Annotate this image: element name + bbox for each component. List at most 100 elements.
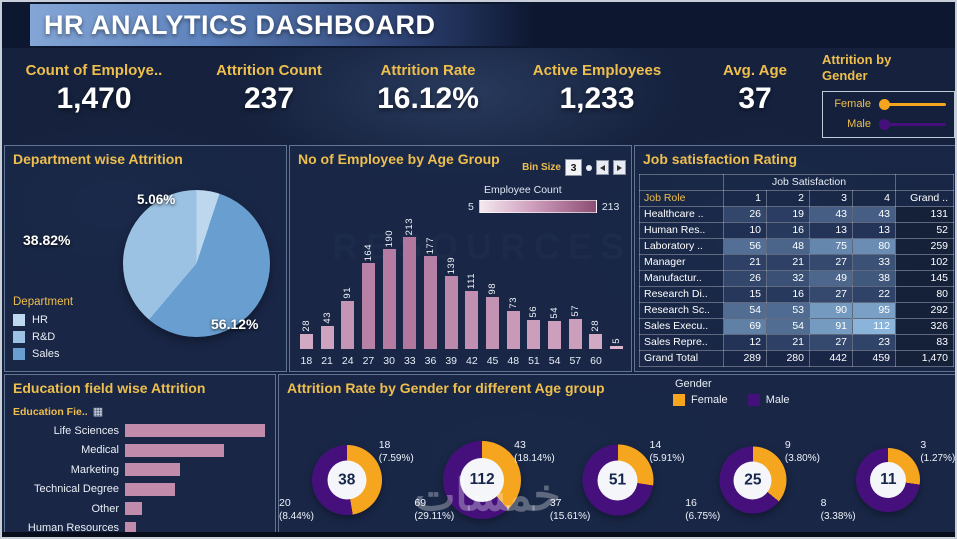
age-bar[interactable] <box>299 334 313 349</box>
age-bar[interactable] <box>527 320 541 349</box>
satisfaction-cell[interactable]: 33 <box>851 254 897 271</box>
satisfaction-cell[interactable]: 27 <box>809 334 853 351</box>
job-role-cell[interactable]: Manufactur.. <box>639 270 724 287</box>
legend-label-male[interactable]: Male <box>765 394 790 406</box>
age-bar[interactable] <box>423 256 437 349</box>
bin-size-input[interactable]: 3 <box>565 159 582 176</box>
column-header[interactable]: 2 <box>766 190 810 207</box>
column-header[interactable]: 4 <box>851 190 897 207</box>
legend-item-male[interactable]: Male <box>831 118 946 130</box>
row-grand-total-cell[interactable]: 102 <box>895 254 955 271</box>
satisfaction-cell[interactable]: 26 <box>723 270 767 287</box>
satisfaction-cell[interactable]: 26 <box>723 206 767 223</box>
job-role-cell[interactable]: Sales Execu.. <box>639 318 724 335</box>
row-grand-total-cell[interactable]: 292 <box>895 302 955 319</box>
satisfaction-cell[interactable]: 69 <box>723 318 767 335</box>
legend-item-female[interactable]: Female <box>831 98 946 110</box>
age-bar[interactable] <box>320 326 334 349</box>
bin-size-slider-dot[interactable] <box>586 164 592 171</box>
age-bar[interactable] <box>486 297 500 349</box>
column-header-job-role[interactable]: Job Role <box>639 190 724 207</box>
job-role-cell[interactable]: Sales Repre.. <box>639 334 724 351</box>
satisfaction-cell[interactable]: 23 <box>851 334 897 351</box>
age-bar[interactable] <box>341 301 355 349</box>
age-bar[interactable] <box>361 263 375 349</box>
satisfaction-cell[interactable]: 90 <box>809 302 853 319</box>
satisfaction-cell[interactable]: 49 <box>809 270 853 287</box>
satisfaction-cell[interactable]: 91 <box>809 318 853 335</box>
row-grand-total-cell[interactable]: 259 <box>895 238 955 255</box>
donut[interactable]: 112 <box>443 441 522 520</box>
row-grand-total-cell[interactable]: 80 <box>895 286 955 303</box>
education-bar[interactable] <box>125 502 142 516</box>
age-bar[interactable] <box>568 319 582 349</box>
donut[interactable]: 51 <box>582 444 654 516</box>
satisfaction-cell[interactable]: 21 <box>766 254 810 271</box>
legend-item-sales[interactable]: Sales <box>13 348 73 360</box>
row-grand-total-cell[interactable]: 131 <box>895 206 955 223</box>
satisfaction-cell[interactable]: 80 <box>851 238 897 255</box>
row-grand-total-cell[interactable]: 83 <box>895 334 955 351</box>
job-role-cell[interactable]: Research Di.. <box>639 286 724 303</box>
satisfaction-cell[interactable]: 43 <box>851 206 897 223</box>
satisfaction-cell[interactable]: 21 <box>766 334 810 351</box>
job-role-cell[interactable]: Research Sc.. <box>639 302 724 319</box>
job-role-cell[interactable]: Manager <box>639 254 724 271</box>
satisfaction-cell[interactable]: 10 <box>723 222 767 239</box>
legend-item-hr[interactable]: HR <box>13 314 73 326</box>
column-header-grand[interactable]: Grand .. <box>895 190 955 207</box>
satisfaction-cell[interactable]: 27 <box>809 254 853 271</box>
education-bar[interactable] <box>125 482 175 496</box>
education-bar[interactable] <box>125 521 136 535</box>
satisfaction-cell[interactable]: 22 <box>851 286 897 303</box>
satisfaction-cell[interactable]: 19 <box>766 206 810 223</box>
department-pie[interactable] <box>123 190 270 337</box>
satisfaction-cell[interactable]: 54 <box>766 318 810 335</box>
age-bar[interactable] <box>589 334 603 349</box>
satisfaction-cell[interactable]: 38 <box>851 270 897 287</box>
education-bar[interactable] <box>125 443 224 457</box>
sort-icon[interactable]: ▦ <box>92 406 104 418</box>
bin-decrement-button[interactable] <box>596 160 609 175</box>
satisfaction-cell[interactable]: 95 <box>851 302 897 319</box>
satisfaction-cell[interactable]: 15 <box>723 286 767 303</box>
row-grand-total-cell[interactable]: 145 <box>895 270 955 287</box>
donut[interactable]: 38 <box>311 445 382 516</box>
job-role-cell[interactable]: Laboratory .. <box>639 238 724 255</box>
bin-increment-button[interactable] <box>613 160 626 175</box>
donut[interactable]: 11 <box>856 448 921 513</box>
job-role-cell[interactable]: Human Res.. <box>639 222 724 239</box>
satisfaction-cell[interactable]: 27 <box>809 286 853 303</box>
column-header[interactable]: 1 <box>723 190 767 207</box>
satisfaction-cell[interactable]: 75 <box>809 238 853 255</box>
job-role-cell[interactable]: Healthcare .. <box>639 206 724 223</box>
satisfaction-cell[interactable]: 53 <box>766 302 810 319</box>
satisfaction-cell[interactable]: 48 <box>766 238 810 255</box>
education-bar[interactable] <box>125 463 180 477</box>
age-bar[interactable] <box>382 249 396 349</box>
satisfaction-cell[interactable]: 32 <box>766 270 810 287</box>
satisfaction-cell[interactable]: 12 <box>723 334 767 351</box>
donut[interactable]: 25 <box>719 446 787 514</box>
age-bar[interactable] <box>465 291 479 349</box>
education-bar[interactable] <box>125 424 265 438</box>
age-bar[interactable] <box>506 311 520 349</box>
satisfaction-cell[interactable]: 56 <box>723 238 767 255</box>
satisfaction-cell[interactable]: 13 <box>809 222 853 239</box>
age-bar[interactable] <box>548 321 562 349</box>
satisfaction-cell[interactable]: 54 <box>723 302 767 319</box>
legend-item-rd[interactable]: R&D <box>13 331 73 343</box>
legend-label-female[interactable]: Female <box>691 394 728 406</box>
column-header[interactable]: 3 <box>809 190 853 207</box>
age-bar[interactable] <box>444 276 458 349</box>
age-bar[interactable] <box>403 237 417 349</box>
row-grand-total-cell[interactable]: 52 <box>895 222 955 239</box>
row-grand-total-cell[interactable]: 326 <box>895 318 955 335</box>
age-bar[interactable] <box>610 346 624 349</box>
satisfaction-cell[interactable]: 43 <box>809 206 853 223</box>
satisfaction-cell[interactable]: 16 <box>766 222 810 239</box>
satisfaction-cell[interactable]: 16 <box>766 286 810 303</box>
satisfaction-cell[interactable]: 21 <box>723 254 767 271</box>
satisfaction-cell[interactable]: 112 <box>851 318 897 335</box>
satisfaction-cell[interactable]: 13 <box>851 222 897 239</box>
